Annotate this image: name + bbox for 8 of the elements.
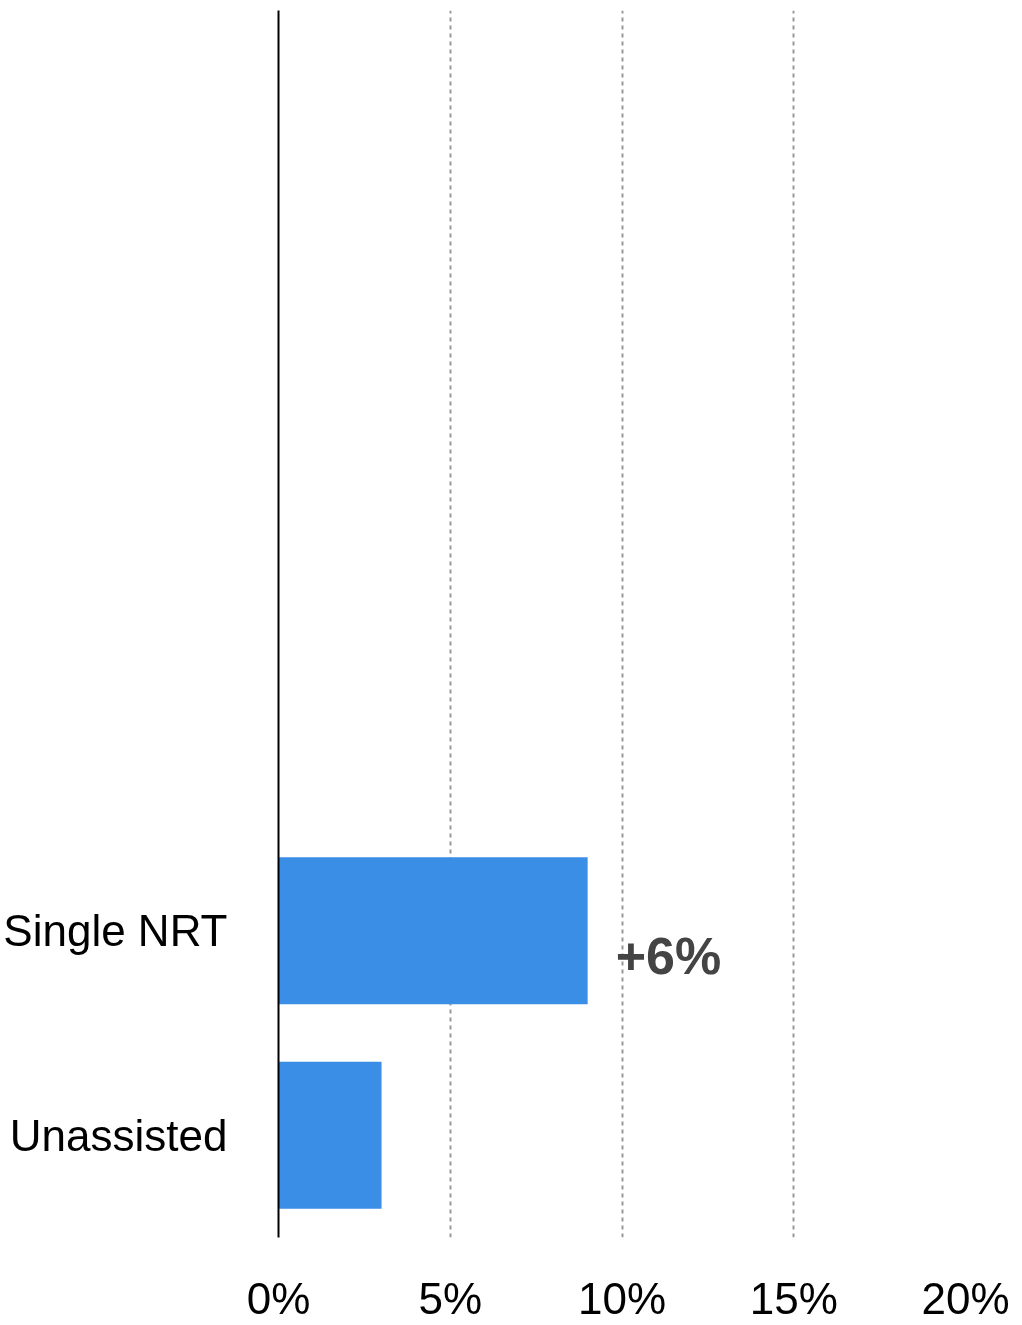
x-tick-label: 10% [577,1273,667,1323]
x-tick-label: 0% [246,1273,311,1323]
annotation: +6% [615,926,722,985]
x-tick-label: 15% [749,1273,838,1323]
x-tick-label: 5% [418,1273,483,1323]
y-tick-label: Single NRT [3,906,228,956]
y-tick-label: Unassisted [9,1110,228,1160]
x-tick-label: 20% [921,1273,1010,1323]
